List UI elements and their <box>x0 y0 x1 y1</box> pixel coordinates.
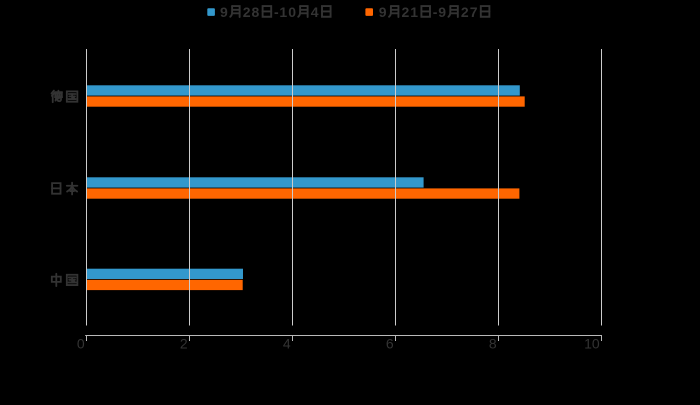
svg-text:2: 2 <box>180 336 188 352</box>
svg-text:-: - <box>274 4 279 20</box>
svg-text:28: 28 <box>243 4 260 20</box>
svg-text:9: 9 <box>220 4 228 20</box>
svg-text:9: 9 <box>438 4 446 20</box>
svg-text:21: 21 <box>402 4 419 20</box>
svg-text:8: 8 <box>489 336 497 352</box>
svg-text:0: 0 <box>77 336 85 352</box>
svg-text:-: - <box>433 4 438 20</box>
svg-text:9: 9 <box>379 4 387 20</box>
svg-text:6: 6 <box>386 336 394 352</box>
svg-text:4: 4 <box>311 4 319 20</box>
svg-text:10: 10 <box>279 4 296 20</box>
svg-text:4: 4 <box>283 336 291 352</box>
svg-text:27: 27 <box>461 4 478 20</box>
svg-text:10: 10 <box>584 336 600 352</box>
